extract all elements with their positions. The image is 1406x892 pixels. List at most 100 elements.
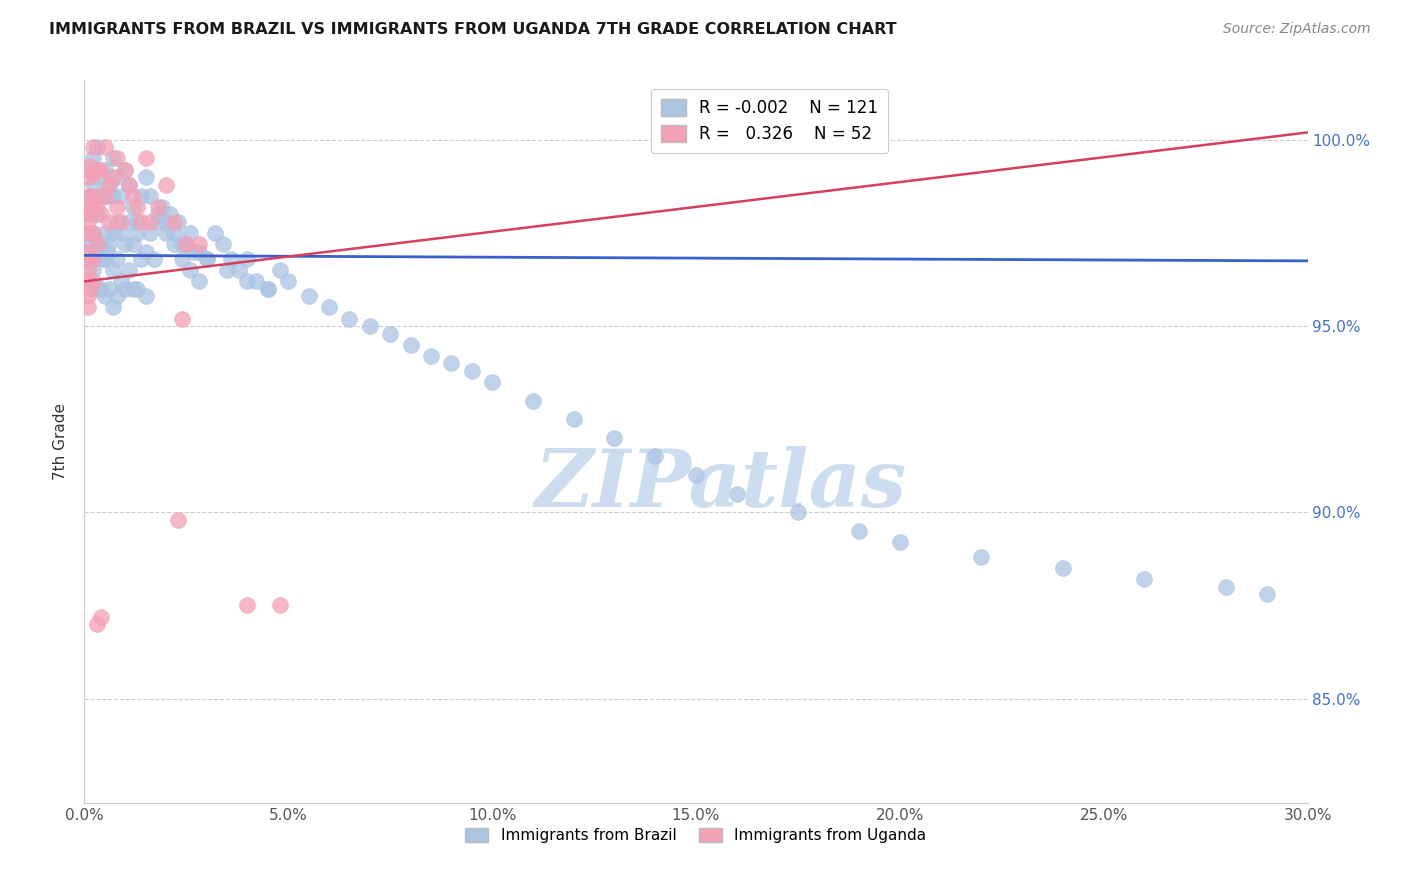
Point bbox=[461, 364, 484, 378]
Point bbox=[76, 252, 98, 266]
Point bbox=[257, 282, 280, 296]
Point bbox=[76, 226, 98, 240]
Point bbox=[77, 263, 100, 277]
Point bbox=[172, 311, 194, 326]
Point bbox=[127, 282, 149, 296]
Point bbox=[889, 535, 911, 549]
Point bbox=[159, 207, 181, 221]
Point bbox=[77, 162, 100, 177]
Point bbox=[195, 252, 218, 266]
Point bbox=[90, 282, 112, 296]
Point bbox=[83, 188, 105, 202]
Point bbox=[1052, 561, 1074, 575]
Point bbox=[79, 188, 101, 202]
Point bbox=[90, 162, 112, 177]
Point bbox=[236, 252, 259, 266]
Point bbox=[96, 244, 118, 259]
Point bbox=[135, 170, 157, 185]
Point bbox=[77, 170, 100, 185]
Point bbox=[101, 263, 124, 277]
Point bbox=[135, 152, 157, 166]
Point bbox=[172, 237, 194, 252]
Point bbox=[212, 237, 235, 252]
Point bbox=[399, 337, 422, 351]
Point bbox=[277, 274, 299, 288]
Point bbox=[86, 170, 108, 185]
Point bbox=[93, 252, 115, 266]
Point bbox=[167, 215, 190, 229]
Point bbox=[87, 237, 110, 252]
Point bbox=[97, 178, 120, 192]
Point bbox=[105, 200, 128, 214]
Point bbox=[318, 301, 340, 315]
Point bbox=[122, 282, 145, 296]
Point bbox=[167, 513, 190, 527]
Point bbox=[90, 188, 112, 202]
Point bbox=[110, 215, 132, 229]
Point bbox=[138, 188, 160, 202]
Point bbox=[77, 215, 100, 229]
Point bbox=[848, 524, 870, 538]
Point bbox=[86, 244, 108, 259]
Point bbox=[75, 226, 97, 240]
Point bbox=[298, 289, 321, 303]
Point bbox=[163, 215, 186, 229]
Point bbox=[183, 244, 205, 259]
Point bbox=[82, 226, 104, 240]
Point bbox=[79, 244, 101, 259]
Point bbox=[118, 178, 141, 192]
Point bbox=[82, 263, 104, 277]
Point bbox=[219, 252, 242, 266]
Point bbox=[970, 549, 993, 564]
Point bbox=[122, 200, 145, 214]
Point bbox=[93, 289, 115, 303]
Point bbox=[146, 215, 169, 229]
Point bbox=[685, 468, 707, 483]
Point bbox=[146, 207, 169, 221]
Legend: Immigrants from Brazil, Immigrants from Uganda: Immigrants from Brazil, Immigrants from … bbox=[460, 822, 932, 849]
Text: Source: ZipAtlas.com: Source: ZipAtlas.com bbox=[1223, 22, 1371, 37]
Point bbox=[86, 162, 108, 177]
Point bbox=[114, 162, 136, 177]
Point bbox=[138, 226, 160, 240]
Point bbox=[101, 188, 124, 202]
Point bbox=[110, 188, 132, 202]
Point bbox=[187, 274, 209, 288]
Y-axis label: 7th Grade: 7th Grade bbox=[53, 403, 69, 480]
Point bbox=[127, 226, 149, 240]
Point bbox=[118, 178, 141, 192]
Point bbox=[118, 215, 141, 229]
Point bbox=[82, 252, 104, 266]
Point bbox=[93, 188, 115, 202]
Point bbox=[83, 207, 105, 221]
Point bbox=[105, 170, 128, 185]
Point bbox=[105, 289, 128, 303]
Point bbox=[204, 226, 226, 240]
Point bbox=[195, 252, 218, 266]
Point bbox=[97, 282, 120, 296]
Point bbox=[187, 244, 209, 259]
Point bbox=[93, 226, 115, 240]
Point bbox=[79, 207, 101, 221]
Point bbox=[105, 215, 128, 229]
Point bbox=[90, 237, 112, 252]
Point bbox=[91, 252, 114, 266]
Point bbox=[522, 393, 544, 408]
Point bbox=[155, 215, 177, 229]
Point bbox=[1133, 572, 1156, 586]
Point bbox=[82, 178, 104, 192]
Point bbox=[174, 237, 197, 252]
Point bbox=[603, 431, 626, 445]
Point bbox=[82, 152, 104, 166]
Point bbox=[101, 152, 124, 166]
Point bbox=[257, 282, 280, 296]
Point bbox=[644, 450, 666, 464]
Point bbox=[1215, 580, 1237, 594]
Point bbox=[75, 244, 97, 259]
Point bbox=[155, 178, 177, 192]
Point bbox=[90, 609, 112, 624]
Point bbox=[380, 326, 402, 341]
Point bbox=[135, 289, 157, 303]
Point bbox=[82, 166, 104, 180]
Point bbox=[82, 140, 104, 154]
